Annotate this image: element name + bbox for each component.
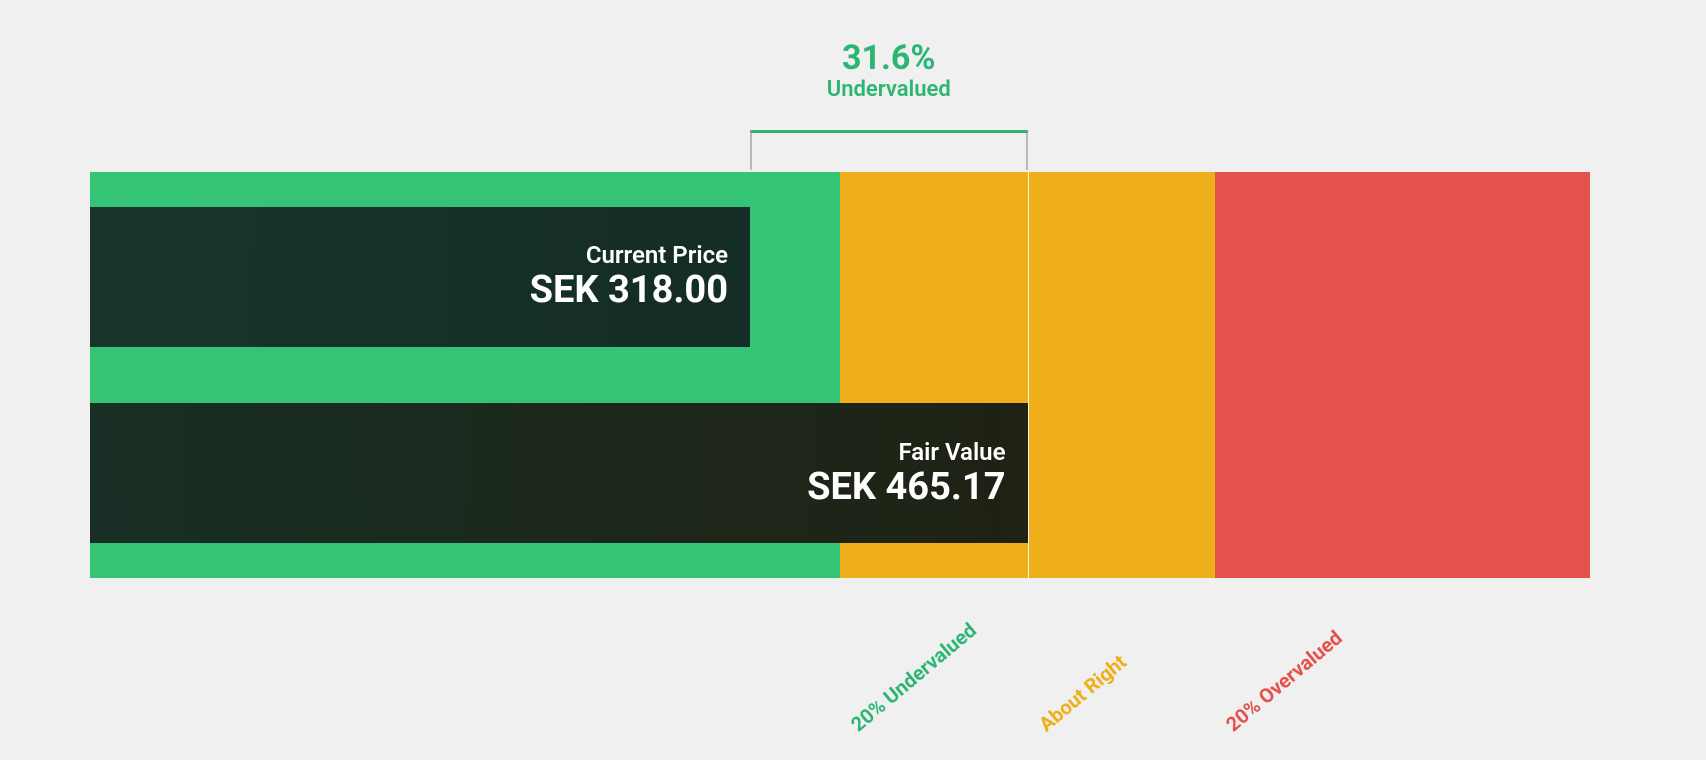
chart-area: Current Price SEK 318.00 Fair Value SEK … <box>90 172 1590 578</box>
fair-value-label: Fair Value <box>807 438 1005 466</box>
fair-value-bar: Fair Value SEK 465.17 <box>90 403 1028 543</box>
axis-label: About Right <box>1034 650 1131 737</box>
current-price-label: Current Price <box>530 241 728 269</box>
current-price-value: SEK 318.00 <box>530 269 728 313</box>
fair-value-boundary-line <box>1028 172 1029 578</box>
axis-label: 20% Undervalued <box>846 618 981 737</box>
valuation-chart: 31.6% Undervalued Current Price SEK 318.… <box>0 0 1706 760</box>
valuation-range-bracket <box>750 130 1028 172</box>
fair-value-value: SEK 465.17 <box>807 466 1005 510</box>
valuation-header: 31.6% Undervalued <box>749 40 1029 102</box>
valuation-percent: 31.6% <box>749 40 1029 77</box>
axis-labels: 20% Undervalued About Right 20% Overvalued <box>90 608 1590 758</box>
axis-label: 20% Overvalued <box>1221 625 1347 736</box>
bars-container: Current Price SEK 318.00 Fair Value SEK … <box>90 172 1590 578</box>
valuation-status: Undervalued <box>749 77 1029 102</box>
current-price-bar: Current Price SEK 318.00 <box>90 207 750 347</box>
